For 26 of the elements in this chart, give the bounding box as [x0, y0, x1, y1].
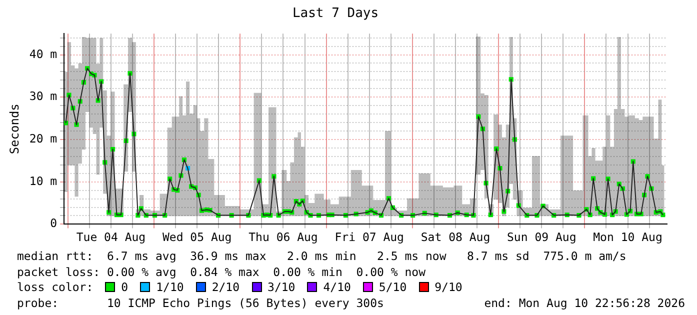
x-tick-label: Sun 09 Aug — [507, 230, 576, 244]
text: median rtt: 6.7 ms avg 36.9 ms max 2.0 ms min 2.5 ms now 8.7 ms sd 775.0 m am/s — [17, 249, 626, 264]
y-tick-label: 40 m — [29, 46, 58, 61]
x-tick-label: Mon 10 Aug — [593, 230, 662, 244]
y-tick-label: 0 — [50, 216, 58, 230]
x-tick-label: Thu 06 Aug — [248, 230, 318, 244]
y-tick-label: 20 m — [29, 131, 58, 146]
x-tick-label: Tue 04 Aug — [76, 230, 146, 244]
legend-label: 3/10 — [268, 280, 296, 294]
text: probe: 10 ICMP Echo Pings (56 Bytes) every 300s — [17, 296, 384, 311]
legend-label: 4/10 — [323, 280, 351, 294]
legend-label: 0 — [121, 280, 128, 294]
legend-label: 5/10 — [378, 280, 407, 294]
y-axis-title: Seconds — [7, 104, 22, 154]
y-tick-label: 30 m — [29, 89, 58, 104]
chart-title: Last 7 Days — [292, 6, 379, 22]
text: packet loss: 0.00 % avg 0.84 % max 0.00 % min 0.00 % now — [17, 264, 426, 280]
legend-label: 1/10 — [156, 280, 184, 294]
x-tick-label: Sat 08 Aug — [420, 230, 490, 244]
x-tick-label: Wed 05 Aug — [162, 230, 232, 244]
legend-label: 2/10 — [212, 280, 240, 294]
legend-title: loss color: — [17, 280, 94, 294]
legend-label: 9/10 — [434, 280, 462, 294]
y-tick-label: 10 m — [29, 174, 58, 188]
text: end: Mon Aug 10 22:56:28 2026 — [484, 296, 685, 311]
x-tick-label: Fri 07 Aug — [334, 230, 404, 244]
